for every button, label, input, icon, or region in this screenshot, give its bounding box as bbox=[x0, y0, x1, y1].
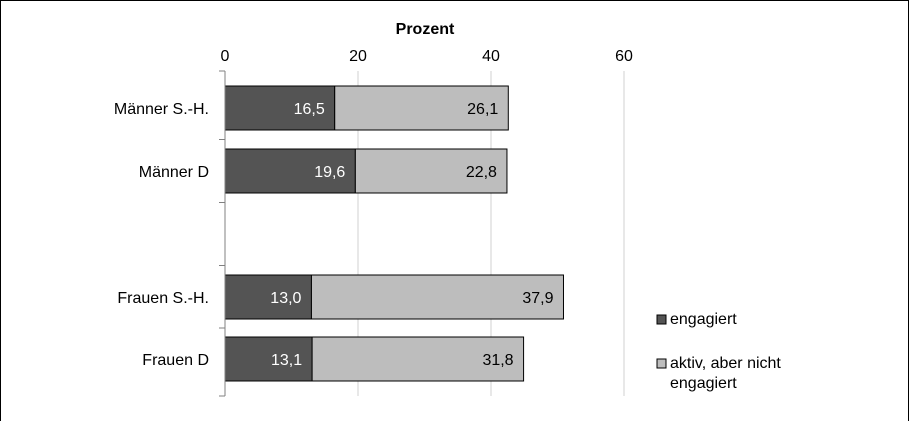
labels-layer: 16,5 26,1 19,6 22,8 13,0 37,9 13,1 31,8 bbox=[270, 101, 553, 369]
data-label: 16,5 bbox=[294, 101, 325, 118]
category-label: Frauen D bbox=[142, 352, 209, 369]
data-label: 26,1 bbox=[467, 101, 498, 118]
data-label: 37,9 bbox=[522, 290, 553, 307]
data-label: 31,8 bbox=[482, 352, 513, 369]
x-tick-label: 60 bbox=[615, 48, 633, 65]
legend-label: engagiert bbox=[670, 375, 737, 392]
data-label: 22,8 bbox=[466, 164, 497, 181]
data-label: 19,6 bbox=[314, 164, 345, 181]
data-label: 13,0 bbox=[270, 290, 301, 307]
category-label: Frauen S.-H. bbox=[117, 290, 209, 307]
bar-engagiert bbox=[224, 85, 336, 131]
data-label: 13,1 bbox=[271, 352, 302, 369]
legend: engagiert aktiv, aber nicht engagiert bbox=[656, 311, 781, 392]
legend-label: engagiert bbox=[670, 311, 737, 328]
legend-label: aktiv, aber nicht bbox=[670, 355, 781, 372]
bar-aktiv bbox=[311, 336, 525, 382]
x-tick-label: 40 bbox=[482, 48, 500, 65]
axis-title: Prozent bbox=[396, 21, 455, 38]
axis-layer: Prozent 0 20 40 60 Männer S.-H. Männer D Fraue… bbox=[114, 21, 633, 397]
legend-swatch bbox=[656, 314, 667, 325]
bar-aktiv bbox=[334, 85, 509, 131]
category-label: Männer D bbox=[139, 164, 209, 181]
x-tick-label: 0 bbox=[221, 48, 230, 65]
legend-swatch bbox=[656, 358, 667, 369]
bars-layer bbox=[224, 85, 564, 382]
bar-aktiv bbox=[354, 148, 508, 194]
bar-engagiert bbox=[224, 274, 312, 320]
bar-aktiv bbox=[310, 274, 564, 320]
x-tick-label: 20 bbox=[349, 48, 367, 65]
bar-engagiert bbox=[224, 148, 356, 194]
category-label: Männer S.-H. bbox=[114, 101, 209, 118]
